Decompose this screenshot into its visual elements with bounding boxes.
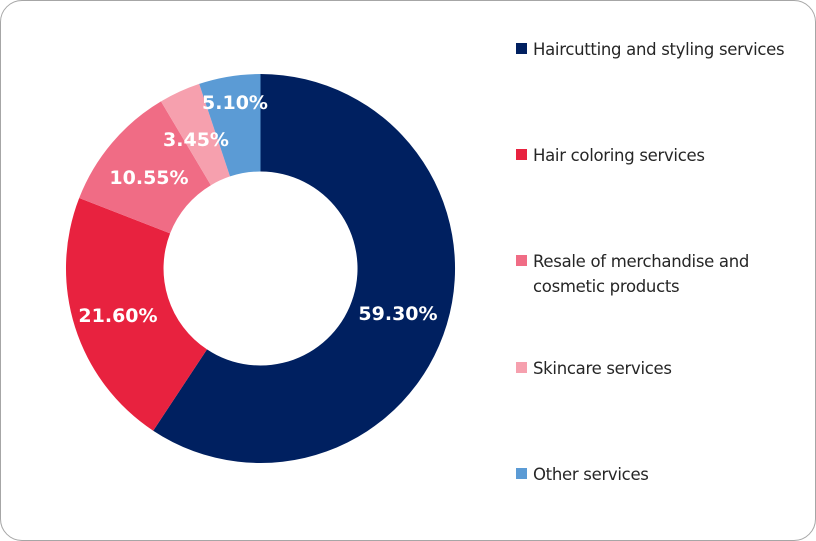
legend-swatch-icon xyxy=(516,468,527,479)
slice-hair-coloring[interactable] xyxy=(65,198,207,431)
label-other: 5.10% xyxy=(202,92,268,114)
legend-swatch-icon xyxy=(516,43,527,54)
slice-haircutting[interactable] xyxy=(153,74,456,463)
legend-label: Skincare services xyxy=(533,359,672,378)
legend-swatch-icon xyxy=(516,255,527,266)
legend-label: Other services xyxy=(533,465,649,484)
legend-label: Resale of merchandise and cosmetic produ… xyxy=(533,252,750,296)
legend-item-resale[interactable]: Resale of merchandise and cosmetic produ… xyxy=(516,249,773,299)
label-hair-coloring: 21.60% xyxy=(78,305,157,327)
legend-swatch-icon xyxy=(516,149,527,160)
slice-other[interactable] xyxy=(199,73,261,177)
legend-item-other[interactable]: Other services xyxy=(516,462,803,487)
slice-skincare[interactable] xyxy=(161,83,230,186)
legend-label: Haircutting and styling services xyxy=(533,40,785,59)
legend-label: Hair coloring services xyxy=(533,146,705,165)
label-haircutting: 59.30% xyxy=(358,303,437,325)
legend-item-skincare[interactable]: Skincare services xyxy=(516,356,803,381)
legend-item-hair-coloring[interactable]: Hair coloring services xyxy=(516,143,803,168)
label-resale: 10.55% xyxy=(109,167,188,189)
label-skincare: 3.45% xyxy=(163,129,229,151)
slice-resale[interactable] xyxy=(79,101,211,234)
legend-swatch-icon xyxy=(516,362,527,373)
legend-item-haircutting[interactable]: Haircutting and styling services xyxy=(516,37,803,62)
